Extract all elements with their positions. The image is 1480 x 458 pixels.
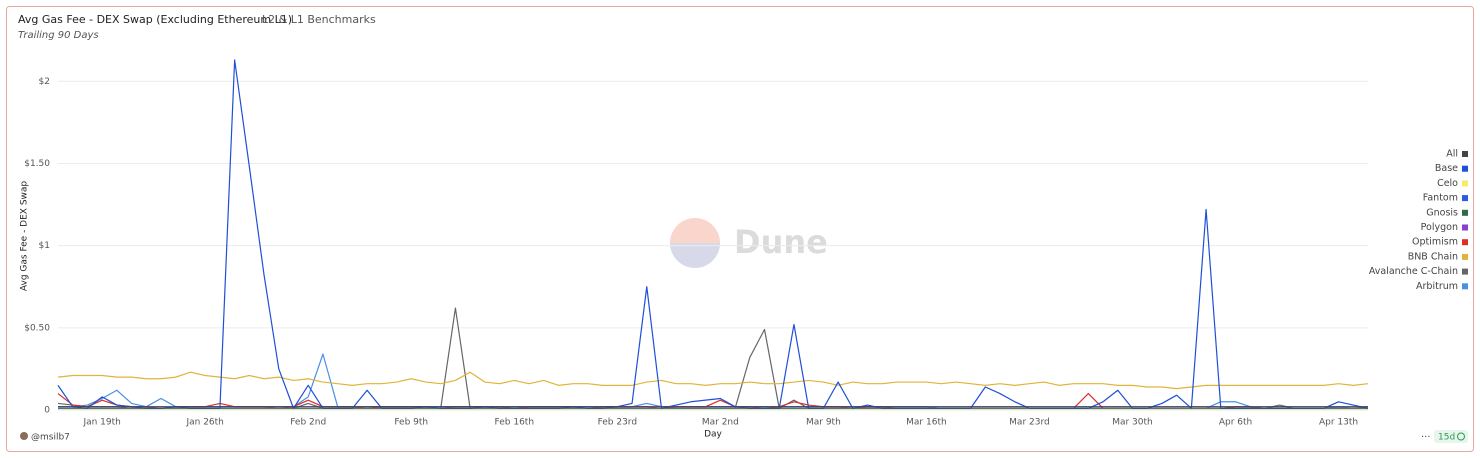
watermark: Dune — [670, 218, 828, 268]
y-tick-label: $0.50 — [24, 323, 50, 333]
x-tick-label: Feb 9th — [394, 418, 428, 428]
y-tick-label: $2 — [39, 77, 50, 87]
legend-label: Arbitrum — [1416, 281, 1458, 292]
series-line — [57, 59, 1369, 409]
legend-swatch — [1462, 283, 1468, 290]
x-tick-label: Apr 6th — [1219, 418, 1252, 428]
y-tick-label: $1 — [39, 241, 50, 251]
legend-swatch — [1462, 151, 1468, 157]
x-tick-label: Feb 16th — [495, 418, 534, 428]
y-tick-label: $1.50 — [24, 159, 50, 169]
legend-label: All — [1446, 149, 1458, 160]
refresh-icon — [1457, 432, 1465, 441]
legend-swatch — [1462, 268, 1468, 275]
legend-swatch — [1462, 195, 1468, 202]
series-line — [57, 371, 1369, 390]
legend-label: Celo — [1437, 178, 1458, 189]
x-tick-label: Jan 26th — [185, 418, 223, 428]
x-tick-label: Mar 16th — [906, 418, 947, 428]
legend-swatch — [1462, 165, 1468, 172]
chart-title: Avg Gas Fee - DEX Swap (Excluding Ethere… — [18, 13, 292, 26]
legend-label: Fantom — [1423, 193, 1458, 204]
legend-label: BNB Chain — [1408, 251, 1458, 262]
x-tick-label: Mar 2nd — [702, 418, 739, 428]
x-axis-label: Day — [704, 430, 722, 440]
y-tick-label: 0 — [44, 406, 50, 416]
legend-swatch — [1462, 239, 1468, 246]
x-tick-label: Apr 13th — [1319, 418, 1358, 428]
legend-label: Polygon — [1421, 222, 1458, 233]
legend-swatch — [1462, 224, 1468, 231]
watermark-logo — [670, 243, 720, 268]
legend-label: Optimism — [1412, 237, 1458, 248]
card-border — [6, 6, 1474, 452]
author[interactable]: @msilb7 — [31, 433, 70, 443]
legend-swatch — [1462, 180, 1468, 187]
legend-label: Gnosis — [1426, 207, 1458, 218]
legend-label: Base — [1435, 163, 1458, 174]
more-menu[interactable]: ··· — [1421, 432, 1431, 443]
watermark-text: Dune — [734, 223, 828, 261]
x-tick-label: Jan 19th — [82, 418, 120, 428]
x-tick-label: Mar 9th — [806, 418, 841, 428]
x-tick-label: Mar 23rd — [1009, 418, 1050, 428]
author-avatar — [20, 432, 28, 440]
legend-swatch — [1462, 209, 1468, 216]
x-tick-label: Mar 30th — [1112, 418, 1153, 428]
watermark-logo — [670, 218, 720, 243]
y-axis-label: Avg Gas Fee - DEX Swap — [20, 181, 30, 292]
x-tick-label: Feb 23rd — [598, 418, 638, 428]
chart-note: Trailing 90 Days — [18, 30, 99, 41]
refresh-interval: 15d — [1438, 433, 1455, 443]
legend-swatch — [1462, 253, 1468, 260]
chart-subtitle: L2 & L1 Benchmarks — [262, 13, 376, 26]
x-tick-label: Feb 2nd — [290, 418, 326, 428]
legend-label: Avalanche C-Chain — [1369, 266, 1458, 277]
